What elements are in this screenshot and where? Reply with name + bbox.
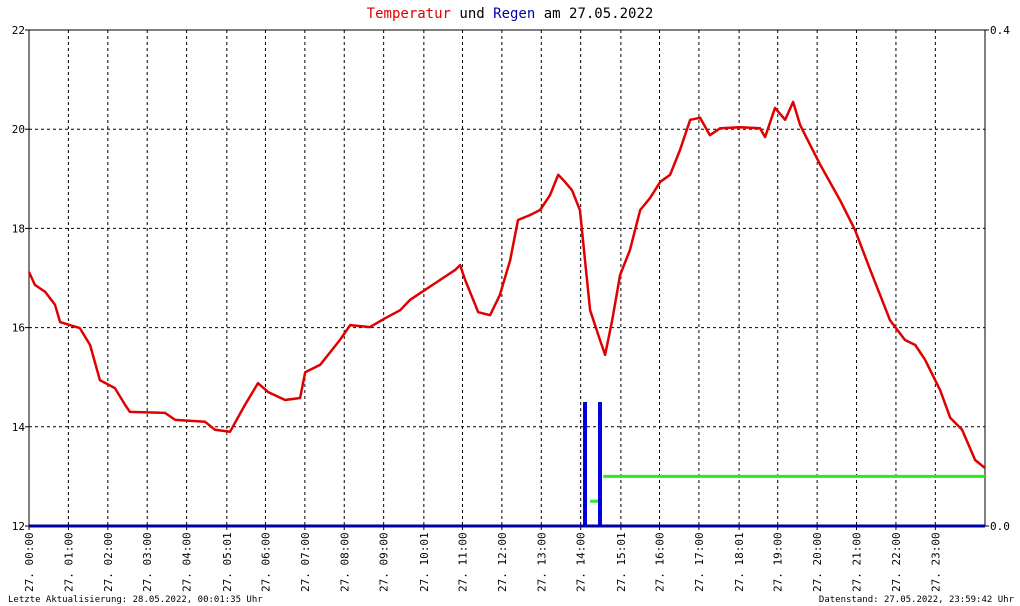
x-tick-label: 27. 09:00: [378, 532, 391, 592]
x-tick-label: 27. 14:00: [575, 532, 588, 592]
rain-bar: [597, 402, 602, 526]
y-tick-label: 20: [12, 123, 25, 136]
title-temp: Temperatur: [367, 6, 451, 22]
x-tick-label: 27. 11:00: [456, 532, 469, 592]
chart-title: Temperatur und Regen am 27.05.2022: [367, 6, 654, 22]
x-tick-label: 27. 22:00: [890, 532, 903, 592]
rain-bar: [583, 402, 588, 526]
y2-tick-label: 0.0: [990, 520, 1010, 533]
x-tick-label: 27. 19:00: [772, 532, 785, 592]
x-tick-label: 27. 00:00: [23, 532, 36, 592]
x-tick-label: 27. 18:01: [733, 532, 746, 592]
x-tick-label: 27. 16:00: [654, 532, 667, 592]
y-tick-label: 12: [12, 520, 25, 533]
plot-frame: [28, 29, 986, 527]
x-tick-label: 27. 03:00: [141, 532, 154, 592]
title-connector: und: [459, 6, 484, 22]
x-tick-label: 27. 15:01: [615, 532, 628, 592]
x-tick-label: 27. 23:00: [929, 532, 942, 592]
footer-right: Datenstand: 27.05.2022, 23:59:42 Uhr: [819, 595, 1015, 605]
x-tick-label: 27. 02:00: [102, 532, 115, 592]
x-tick-label: 27. 05:01: [221, 532, 234, 592]
y-tick-label: 16: [12, 322, 25, 335]
x-tick-label: 27. 20:00: [811, 532, 824, 592]
y-tick-label: 22: [12, 24, 25, 37]
x-tick-label: 27. 01:00: [62, 532, 75, 592]
title-date: am 27.05.2022: [544, 6, 654, 22]
x-tick-label: 27. 08:00: [338, 532, 351, 592]
temperature-line: [27, 100, 986, 469]
x-tick-label: 27. 06:00: [259, 532, 272, 592]
y-tick-label: 18: [12, 222, 25, 235]
x-tick-label: 27. 21:00: [851, 532, 864, 592]
x-tick-label: 27. 07:00: [299, 532, 312, 592]
y2-tick-label: 0.4: [990, 24, 1010, 37]
x-tick-label: 27. 12:00: [496, 532, 509, 592]
footer-left: Letzte Aktualisierung: 28.05.2022, 00:01…: [8, 595, 263, 605]
x-tick-label: 27. 17:00: [693, 532, 706, 592]
x-tick-label: 27. 10:01: [418, 532, 431, 592]
x-tick-label: 27. 04:00: [181, 532, 194, 592]
y-tick-label: 14: [12, 421, 26, 434]
x-tick-label: 27. 13:00: [535, 532, 548, 592]
title-rain: Regen: [493, 6, 535, 22]
